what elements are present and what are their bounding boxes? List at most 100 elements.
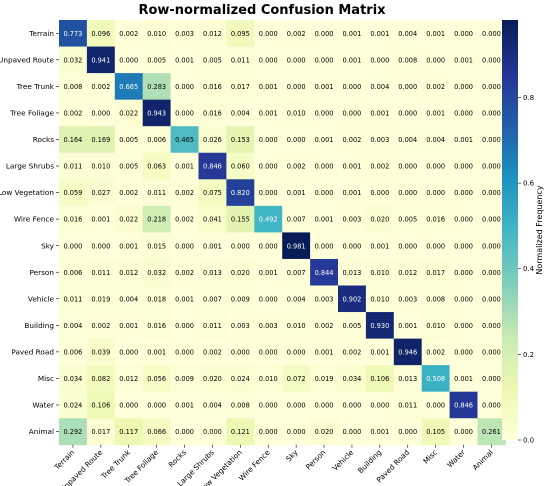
heatmap-cell <box>477 391 506 419</box>
heatmap-cell <box>421 152 450 180</box>
cell-value-label: 0.032 <box>64 56 83 64</box>
cell-value-label: 0.019 <box>315 375 334 383</box>
row-tick-label: Person <box>29 268 54 277</box>
cell-value-label: 0.105 <box>426 428 445 436</box>
cell-value-label: 0.218 <box>147 216 166 224</box>
heatmap-cell <box>86 258 116 286</box>
heatmap-cell <box>114 73 144 101</box>
heatmap-cell <box>421 391 450 419</box>
heatmap-cell <box>338 205 367 233</box>
cell-value-label: 0.000 <box>259 295 278 303</box>
cell-value-label: 0.941 <box>91 56 110 64</box>
colorbar-tick-label: 0.6 <box>523 180 535 188</box>
cell-value-label: 0.000 <box>370 56 389 64</box>
cell-value-label: 0.000 <box>482 83 501 91</box>
cell-value-label: 0.000 <box>147 402 166 410</box>
cell-value-label: 0.002 <box>91 83 110 91</box>
heatmap-cell <box>226 152 255 180</box>
heatmap-cell <box>114 338 144 366</box>
cell-value-label: 0.001 <box>454 56 473 64</box>
cell-value-label: 0.002 <box>175 269 194 277</box>
heatmap-cell <box>338 73 367 101</box>
cell-value-label: 0.002 <box>175 189 194 197</box>
cell-value-label: 0.000 <box>119 348 138 356</box>
heatmap-cell <box>86 20 116 47</box>
cell-value-label: 0.010 <box>91 163 110 171</box>
cell-value-label: 0.001 <box>175 56 194 64</box>
cell-value-label: 0.001 <box>370 242 389 250</box>
cell-value-label: 0.002 <box>64 110 83 118</box>
cell-value-label: 0.000 <box>259 56 278 64</box>
cell-value-label: 0.001 <box>454 136 473 144</box>
heatmap-cell <box>142 152 171 180</box>
heatmap-cell <box>393 258 423 286</box>
row-tick-label: Large Shrubs <box>6 162 54 171</box>
cell-value-label: 0.011 <box>91 269 110 277</box>
cell-value-label: 0.002 <box>91 322 110 330</box>
heatmap-cell <box>393 338 423 366</box>
colorbar-ticks: 0.0 0.2 0.4 0.6 0.8 <box>518 94 535 445</box>
heatmap-cell <box>449 232 478 260</box>
cell-value-label: 0.024 <box>231 375 250 383</box>
cell-value-label: 0.002 <box>203 348 222 356</box>
cell-value-label: 0.153 <box>231 136 250 144</box>
cell-value-label: 0.063 <box>147 163 166 171</box>
heatmap-cell <box>310 365 339 393</box>
cell-value-label: 0.000 <box>315 402 334 410</box>
heatmap-cell <box>170 258 199 286</box>
heatmap-cell <box>59 179 88 207</box>
cell-value-label: 0.001 <box>119 242 138 250</box>
cell-value-label: 0.001 <box>259 110 278 118</box>
heatmap-cell <box>114 365 144 393</box>
cell-value-label: 0.000 <box>315 56 334 64</box>
heatmap-cell <box>170 152 199 180</box>
cell-value-label: 0.012 <box>119 269 138 277</box>
heatmap-cell <box>226 418 255 446</box>
cell-value-label: 0.000 <box>315 189 334 197</box>
heatmap-cell <box>198 338 227 366</box>
heatmap-cell <box>170 418 199 446</box>
heatmap-cell <box>226 126 255 154</box>
heatmap-cell <box>421 46 450 74</box>
heatmap-cell <box>226 312 255 339</box>
heatmap-cells: 0.773 0.096 0.002 0.010 0.003 0.012 0.095 0.000… <box>59 20 506 446</box>
cell-value-label: 0.072 <box>287 375 306 383</box>
cell-value-label: 0.020 <box>203 375 222 383</box>
heatmap-cell <box>254 179 283 207</box>
heatmap-cell <box>393 126 423 154</box>
cell-value-label: 0.019 <box>91 295 110 303</box>
heatmap-cell <box>282 73 311 101</box>
cell-value-label: 0.001 <box>426 30 445 38</box>
heatmap-cell <box>114 418 144 446</box>
heatmap-cell <box>477 285 506 313</box>
cell-value-label: 0.000 <box>454 163 473 171</box>
cell-value-label: 0.003 <box>231 322 250 330</box>
cell-value-label: 0.001 <box>370 348 389 356</box>
cell-value-label: 0.001 <box>119 322 138 330</box>
cell-value-label: 0.001 <box>343 163 362 171</box>
cell-value-label: 0.000 <box>343 110 362 118</box>
heatmap-cell <box>477 73 506 101</box>
cell-value-label: 0.001 <box>343 56 362 64</box>
cell-value-label: 0.006 <box>64 269 83 277</box>
heatmap-cell <box>142 391 171 419</box>
cell-value-label: 0.003 <box>370 136 389 144</box>
heatmap-cell <box>421 73 450 101</box>
heatmap-cell <box>198 285 227 313</box>
heatmap-cell <box>393 232 423 260</box>
heatmap-cell <box>254 391 283 419</box>
cell-value-label: 0.003 <box>175 30 194 38</box>
cell-value-label: 0.004 <box>370 83 389 91</box>
cell-value-label: 0.000 <box>454 110 473 118</box>
cell-value-label: 0.000 <box>91 110 110 118</box>
heatmap-cell <box>226 285 255 313</box>
cell-value-label: 0.017 <box>231 83 250 91</box>
cell-value-label: 0.002 <box>315 322 334 330</box>
heatmap-cell <box>114 99 144 127</box>
cell-value-label: 0.000 <box>315 30 334 38</box>
heatmap-cell <box>310 232 339 260</box>
cell-value-label: 0.002 <box>175 216 194 224</box>
cell-value-label: 0.041 <box>203 216 222 224</box>
heatmap-cell <box>142 73 171 101</box>
cell-value-label: 0.000 <box>287 428 306 436</box>
